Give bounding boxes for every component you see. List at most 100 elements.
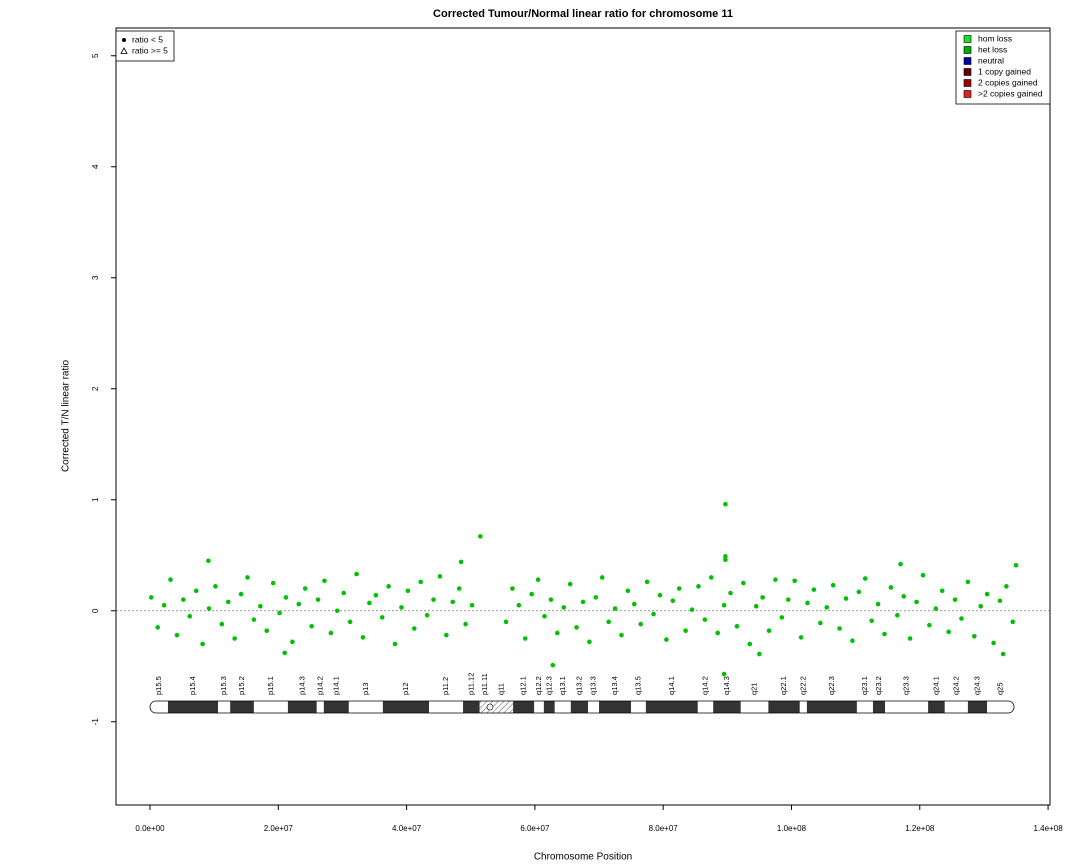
point [766, 628, 772, 634]
point [715, 630, 721, 636]
point [282, 650, 288, 656]
point [708, 575, 714, 580]
point [328, 630, 334, 636]
ideogram-band [768, 701, 800, 713]
point [347, 619, 353, 625]
point [555, 630, 560, 636]
point [587, 639, 592, 645]
point [997, 598, 1003, 604]
band-label: p14.1 [331, 676, 340, 695]
shape-legend-box [115, 30, 175, 62]
band-label: q12.3 [544, 676, 553, 695]
point [187, 614, 193, 619]
point [959, 616, 964, 621]
point [875, 601, 881, 607]
band-label: q14.2 [701, 676, 710, 695]
band-label: q12.2 [534, 676, 543, 695]
legend-swatch [963, 79, 972, 87]
legend-swatch [963, 57, 972, 65]
point [843, 596, 849, 601]
ideogram-band [230, 701, 254, 713]
point [535, 577, 541, 582]
point [463, 621, 468, 627]
point [161, 602, 167, 608]
point [683, 628, 688, 634]
x-tick-label: 1.4e+08 [1034, 824, 1064, 833]
band-label: q13.5 [633, 676, 642, 695]
point [619, 632, 624, 638]
ideogram-band [489, 701, 514, 713]
point [200, 641, 205, 647]
legend-marker [122, 38, 126, 42]
ideogram-outline [149, 700, 1015, 714]
ideogram-band [323, 701, 349, 713]
point [644, 579, 650, 585]
ideogram-band [217, 701, 231, 713]
point [206, 558, 211, 564]
point [651, 611, 656, 617]
point [805, 600, 810, 606]
point [779, 615, 785, 620]
point [850, 638, 855, 644]
point [657, 592, 663, 598]
point [734, 623, 740, 629]
legend-swatch [963, 68, 972, 76]
point [593, 595, 599, 600]
ideogram-band [382, 701, 430, 713]
point [238, 591, 244, 597]
point [405, 588, 411, 594]
plot-frame [115, 27, 1051, 806]
point [399, 605, 404, 610]
point [567, 581, 573, 587]
ideogram-band [348, 701, 383, 713]
point [193, 588, 199, 594]
point [302, 586, 308, 591]
point [213, 584, 218, 589]
band-label: p12 [401, 682, 410, 695]
y-tick-label: 0 [91, 608, 100, 613]
point [529, 591, 534, 597]
band-label: q25 [996, 682, 1005, 695]
ideogram-band [872, 701, 886, 713]
band-label: q13.1 [558, 676, 567, 695]
ideogram-band [570, 701, 589, 713]
centromere [486, 703, 494, 711]
point [174, 632, 180, 638]
band-label: q23.1 [860, 676, 869, 695]
ideogram-band [316, 701, 324, 713]
ideogram-band [588, 701, 600, 713]
x-tick-label: 6.0e+07 [520, 824, 550, 833]
point [418, 579, 424, 585]
ideogram-band [856, 701, 873, 713]
point [1000, 651, 1006, 657]
point [991, 640, 996, 646]
state-legend-box [955, 30, 1051, 105]
point [458, 559, 464, 565]
chart-title: Corrected Tumour/Normal linear ratio for… [433, 8, 733, 20]
point [245, 575, 250, 580]
point [721, 671, 727, 677]
x-axis-label: Chromosome Position [534, 852, 632, 863]
point [664, 637, 669, 642]
band-label: q11 [497, 683, 506, 695]
point [606, 619, 611, 625]
point [785, 597, 791, 602]
band-label: p15.5 [154, 676, 163, 695]
point [148, 595, 154, 600]
band-label: p14.3 [297, 676, 306, 695]
ideogram-band [967, 701, 988, 713]
band-label: q24.2 [951, 676, 960, 695]
point [424, 612, 430, 618]
point [522, 636, 528, 641]
band-label: q13.3 [589, 676, 598, 695]
point [984, 591, 990, 597]
ideogram-band [806, 701, 857, 713]
y-axis-label: Corrected T/N linear ratio [61, 360, 72, 473]
y-tick-label: -1 [91, 718, 100, 726]
point [580, 599, 586, 605]
point [510, 586, 515, 591]
point [747, 641, 753, 647]
point [322, 578, 327, 584]
point [379, 615, 385, 620]
point [723, 557, 728, 562]
